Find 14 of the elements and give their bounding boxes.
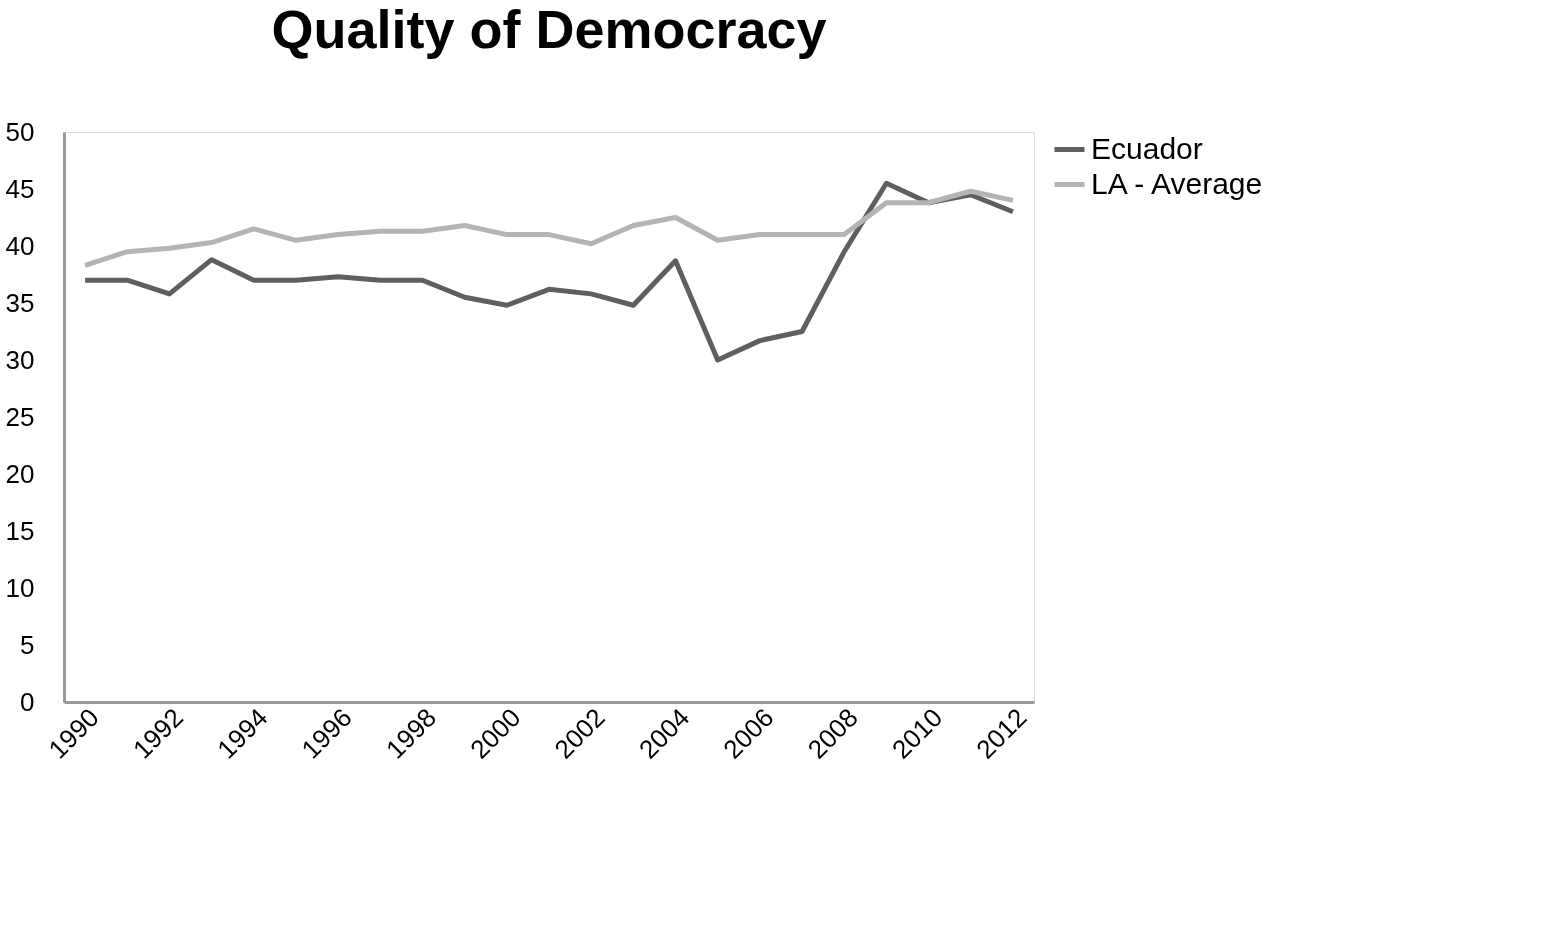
y-tick-label: 0 [20, 686, 35, 717]
y-tick-label: 20 [5, 458, 35, 489]
y-tick-label: 5 [20, 629, 35, 660]
y-tick-label: 40 [5, 230, 35, 261]
y-tick-label: 10 [5, 572, 35, 603]
y-tick-label: 25 [5, 401, 35, 432]
chart-title: Quality of Democracy [271, 0, 827, 59]
y-tick-label: 35 [5, 287, 35, 318]
y-tick-label: 45 [5, 173, 35, 204]
y-tick-label: 30 [5, 344, 35, 375]
legend-label: Ecuador [1091, 131, 1203, 165]
y-tick-label: 50 [5, 116, 35, 147]
y-tick-label: 15 [5, 515, 35, 546]
legend-label: LA - Average [1091, 166, 1263, 200]
